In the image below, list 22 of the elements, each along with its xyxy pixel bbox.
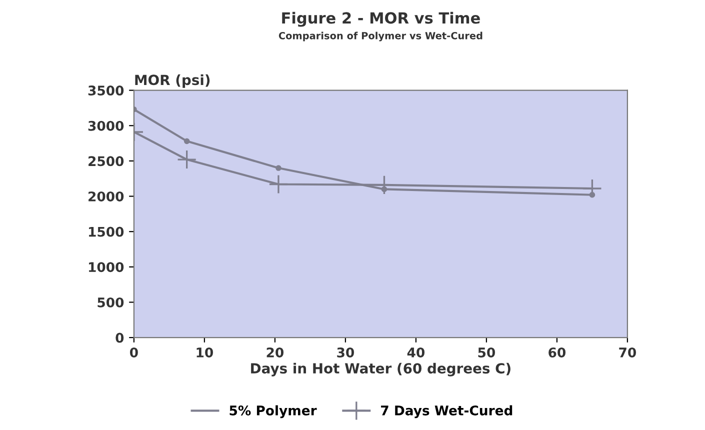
x-tick-label: 0 (130, 348, 138, 358)
y-tick-label: 0 (116, 332, 124, 343)
chart-title: Figure 2 - MOR vs Time (282, 12, 480, 27)
legend-label: 5% Polymer (230, 405, 317, 418)
y-tick-label: 3000 (88, 120, 124, 131)
y-tick-label: 1500 (88, 226, 124, 237)
x-axis-title: Days in Hot Water (60 degrees C) (251, 362, 510, 376)
x-tick-label: 70 (619, 348, 636, 358)
x-tick-label: 40 (407, 348, 424, 358)
y-tick-label: 2500 (88, 156, 124, 166)
y-tick-label: 3500 (88, 86, 124, 96)
y-tick-label: 2000 (88, 191, 124, 202)
x-tick-label: 20 (266, 348, 284, 358)
x-tick-label: 30 (337, 348, 354, 358)
x-tick-label: 60 (548, 348, 566, 358)
chart-subtitle: Comparison of Polymer vs Wet-Cured (278, 32, 482, 42)
x-tick-label: 10 (196, 348, 213, 358)
y-tick-label: 1000 (88, 262, 124, 272)
y-axis-title: MOR (psi) (135, 74, 210, 88)
y-tick-label: 500 (98, 297, 124, 308)
legend-label: 7 Days Wet-Cured (381, 405, 512, 418)
x-tick-label: 50 (478, 348, 495, 358)
